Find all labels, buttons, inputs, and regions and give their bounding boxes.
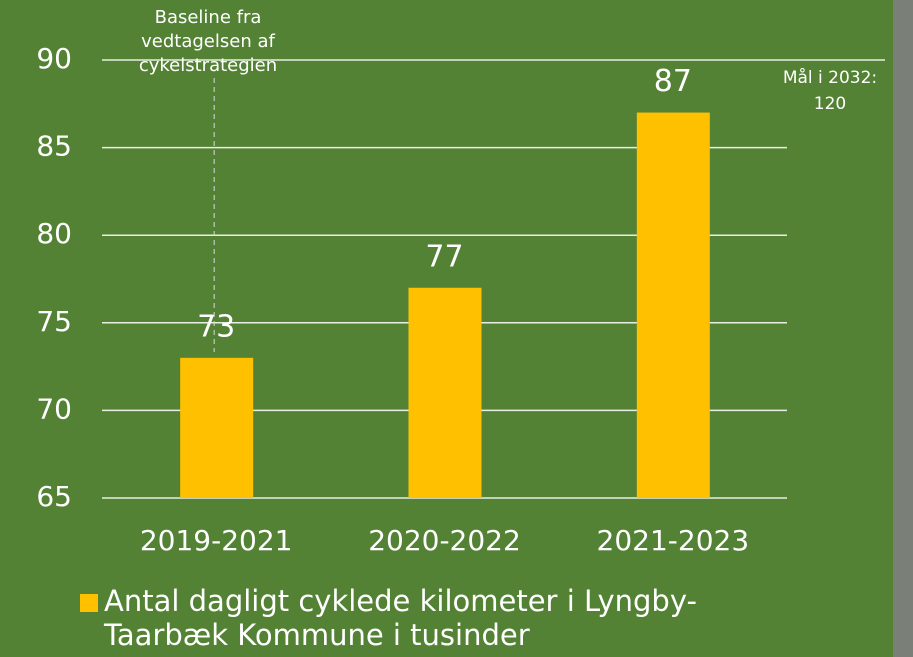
y-tick-label: 75 [36,305,72,338]
data-label: 73 [197,309,235,344]
x-tick-label: 2019-2021 [140,524,293,557]
data-label: 87 [654,64,692,99]
legend-label: Antal dagligt cyklede kilometer i Lyngby… [104,584,784,652]
annotation: Baseline fra [155,7,262,28]
annotation: 120 [814,94,846,114]
y-tick-label: 90 [36,42,72,75]
data-label: 77 [425,239,463,274]
y-tick-label: 80 [36,217,72,250]
x-tick-label: 2020-2022 [368,524,521,557]
x-tick-label: 2021-2023 [597,524,750,557]
bar [637,113,710,498]
y-tick-label: 65 [36,480,72,513]
bar [409,288,482,498]
annotation: vedtagelsen af [141,31,275,52]
legend-swatch [80,594,98,612]
y-tick-label: 85 [36,130,72,163]
annotation: cykelstrategien [139,55,277,76]
page: 65 70 75 80 85 90 73 77 87 2019-2021 2020-2022 2021… [0,0,913,657]
background-photo [893,0,913,657]
bar [180,358,253,498]
y-tick-label: 70 [36,392,72,425]
chart: 65 70 75 80 85 90 73 77 87 2019-2021 2020-2022 2021… [0,0,913,657]
legend: Antal dagligt cyklede kilometer i Lyngby… [80,584,780,652]
annotation: Mål i 2032: [783,67,877,88]
